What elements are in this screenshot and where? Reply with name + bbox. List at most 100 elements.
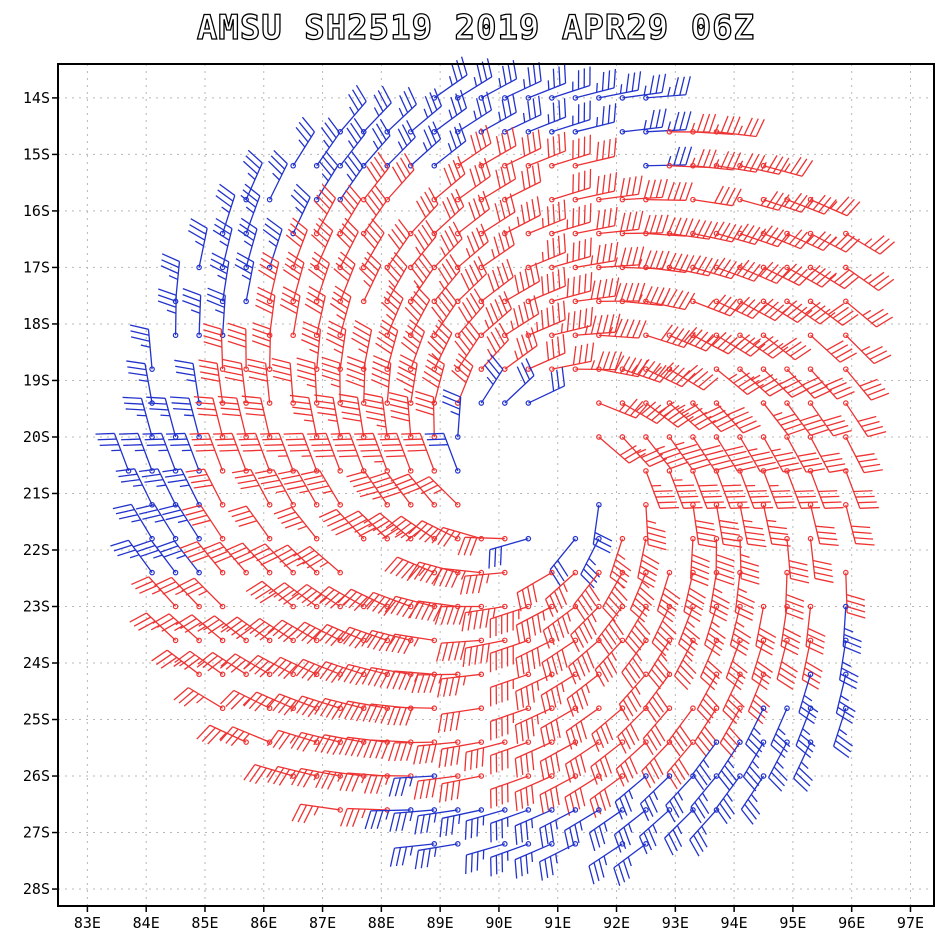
wind-barb-feather bbox=[643, 832, 653, 851]
wind-barb-staff bbox=[188, 398, 200, 438]
wind-barb-feather bbox=[373, 94, 384, 112]
wind-barb-staff bbox=[590, 741, 623, 768]
wind-barb-half-feather bbox=[219, 661, 229, 669]
wind-barb-feather bbox=[115, 468, 135, 472]
wind-barb-feather bbox=[865, 345, 883, 356]
wind-barb-feather bbox=[702, 257, 713, 275]
wind-barb-feather bbox=[526, 134, 531, 154]
wind-barb-feather bbox=[439, 818, 443, 838]
wind-barb-feather bbox=[594, 795, 602, 815]
wind-barb-feather bbox=[596, 141, 600, 161]
wind-barb bbox=[572, 68, 617, 101]
wind-barb-feather bbox=[555, 719, 561, 738]
wind-barb-feather bbox=[139, 509, 158, 515]
wind-barb bbox=[182, 287, 202, 339]
wind-barb-feather bbox=[793, 777, 808, 792]
wind-barb-feather bbox=[723, 543, 743, 548]
wind-barb bbox=[719, 705, 743, 758]
wind-barb-feather bbox=[282, 268, 300, 281]
wind-barb-staff bbox=[171, 577, 200, 607]
wind-barb-feather bbox=[179, 654, 196, 667]
wind-barb bbox=[431, 122, 467, 169]
wind-barb-feather bbox=[624, 398, 638, 414]
wind-barb-feather bbox=[202, 323, 222, 330]
wind-barb-feather bbox=[209, 264, 228, 275]
wind-barb-station bbox=[596, 807, 602, 813]
wind-barb-feather bbox=[243, 691, 258, 707]
wind-barb bbox=[617, 705, 649, 754]
wind-barb-feather bbox=[398, 366, 416, 376]
wind-barb-staff bbox=[433, 74, 468, 99]
wind-barb-feather bbox=[623, 827, 631, 846]
wind-barb-staff bbox=[845, 504, 857, 544]
wind-barb-half-feather bbox=[628, 823, 633, 833]
wind-barb-feather bbox=[694, 801, 706, 819]
wind-barb-feather bbox=[455, 358, 471, 373]
wind-barb-feather bbox=[823, 457, 843, 463]
wind-barb-half-feather bbox=[635, 652, 643, 662]
wind-barb-feather bbox=[649, 179, 656, 199]
wind-barb-feather bbox=[306, 557, 324, 569]
wind-barb-feather bbox=[518, 304, 525, 324]
wind-barb-feather bbox=[670, 767, 682, 785]
wind-barb-feather bbox=[358, 444, 378, 447]
wind-barb-station bbox=[666, 807, 673, 813]
wind-barb-feather bbox=[667, 181, 675, 201]
wind-barb-feather bbox=[598, 665, 609, 683]
wind-barb-feather bbox=[349, 518, 368, 529]
wind-barb-feather bbox=[321, 155, 336, 172]
wind-barb bbox=[310, 217, 334, 271]
wind-barb-feather bbox=[550, 755, 555, 775]
wind-barb-feather bbox=[532, 64, 537, 84]
wind-barb-feather bbox=[711, 331, 727, 346]
wind-barb bbox=[502, 327, 538, 372]
wind-barb-feather bbox=[428, 444, 448, 447]
wind-barb-feather bbox=[339, 228, 354, 243]
wind-barb-feather bbox=[863, 469, 883, 474]
wind-barb-feather bbox=[672, 735, 685, 752]
wind-barb-station bbox=[525, 230, 532, 237]
wind-barb-feather bbox=[373, 669, 384, 687]
wind-barb-feather bbox=[435, 324, 450, 340]
wind-barb-station bbox=[313, 196, 320, 203]
wind-barb-feather bbox=[381, 301, 397, 316]
map-frame bbox=[57, 63, 935, 907]
wind-barb-feather bbox=[781, 300, 798, 314]
wind-barb-half-feather bbox=[361, 808, 366, 819]
wind-barb-feather bbox=[719, 742, 734, 758]
wind-barb-half-feather bbox=[365, 634, 373, 644]
wind-barb bbox=[197, 651, 249, 678]
wind-barb-feather bbox=[698, 797, 710, 815]
wind-barb-feather bbox=[727, 450, 747, 457]
lon-tick-label: 96E bbox=[838, 914, 865, 932]
wind-barb-station bbox=[407, 468, 414, 474]
wind-barb-feather bbox=[361, 630, 373, 647]
wind-barb-feather bbox=[451, 815, 455, 835]
wind-barb-feather bbox=[614, 282, 622, 302]
wind-barb-staff bbox=[668, 707, 694, 741]
wind-barb-feather bbox=[510, 160, 517, 180]
wind-barb-staff bbox=[480, 211, 516, 235]
wind-barb-feather bbox=[531, 683, 535, 703]
wind-barb-feather bbox=[556, 685, 562, 705]
wind-barb-staff bbox=[231, 433, 247, 472]
wind-barb bbox=[185, 468, 226, 508]
wind-barb-station bbox=[572, 535, 579, 542]
wind-barb-feather bbox=[345, 514, 363, 525]
wind-barb-half-feather bbox=[631, 364, 639, 373]
lon-tick-label: 95E bbox=[779, 914, 806, 932]
wind-barb-feather bbox=[516, 366, 526, 385]
wind-barb-feather bbox=[385, 515, 402, 529]
wind-barb-feather bbox=[118, 432, 139, 435]
wind-barb-half-feather bbox=[160, 414, 170, 417]
wind-barb-feather bbox=[429, 674, 437, 693]
wind-barb-half-feather bbox=[541, 251, 544, 262]
wind-barb bbox=[478, 291, 513, 339]
wind-barb-station bbox=[807, 196, 814, 203]
wind-barb-feather bbox=[226, 620, 243, 633]
wind-barb-feather bbox=[411, 267, 424, 284]
wind-barb bbox=[737, 501, 767, 548]
wind-barb-feather bbox=[550, 789, 555, 808]
wind-barb-half-feather bbox=[542, 611, 546, 621]
wind-barb bbox=[152, 613, 202, 644]
